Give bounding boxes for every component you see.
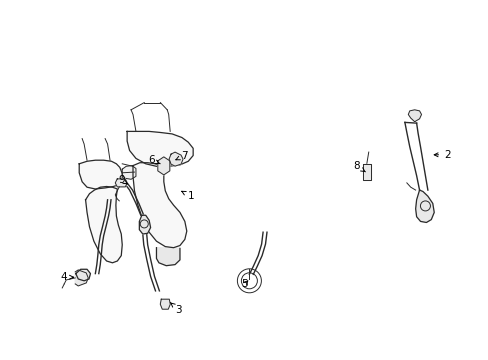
Polygon shape (75, 270, 88, 286)
Text: 7: 7 (176, 150, 188, 161)
Text: 2: 2 (433, 150, 450, 160)
Text: 3: 3 (170, 302, 182, 315)
Polygon shape (115, 179, 127, 187)
Text: 4: 4 (60, 272, 73, 282)
Polygon shape (79, 160, 122, 189)
Polygon shape (85, 186, 122, 263)
Text: 9: 9 (118, 175, 127, 185)
Polygon shape (127, 131, 193, 166)
Polygon shape (407, 110, 421, 122)
Polygon shape (76, 269, 90, 281)
Polygon shape (160, 299, 170, 309)
Polygon shape (133, 163, 186, 248)
Text: 8: 8 (353, 161, 365, 172)
Text: 5: 5 (241, 279, 247, 289)
Polygon shape (139, 215, 150, 234)
Polygon shape (156, 248, 180, 266)
Polygon shape (415, 190, 433, 222)
Text: 1: 1 (182, 191, 194, 201)
Polygon shape (158, 157, 169, 175)
Polygon shape (122, 166, 136, 179)
Polygon shape (169, 152, 183, 166)
Text: 6: 6 (148, 155, 160, 165)
Polygon shape (362, 164, 370, 180)
